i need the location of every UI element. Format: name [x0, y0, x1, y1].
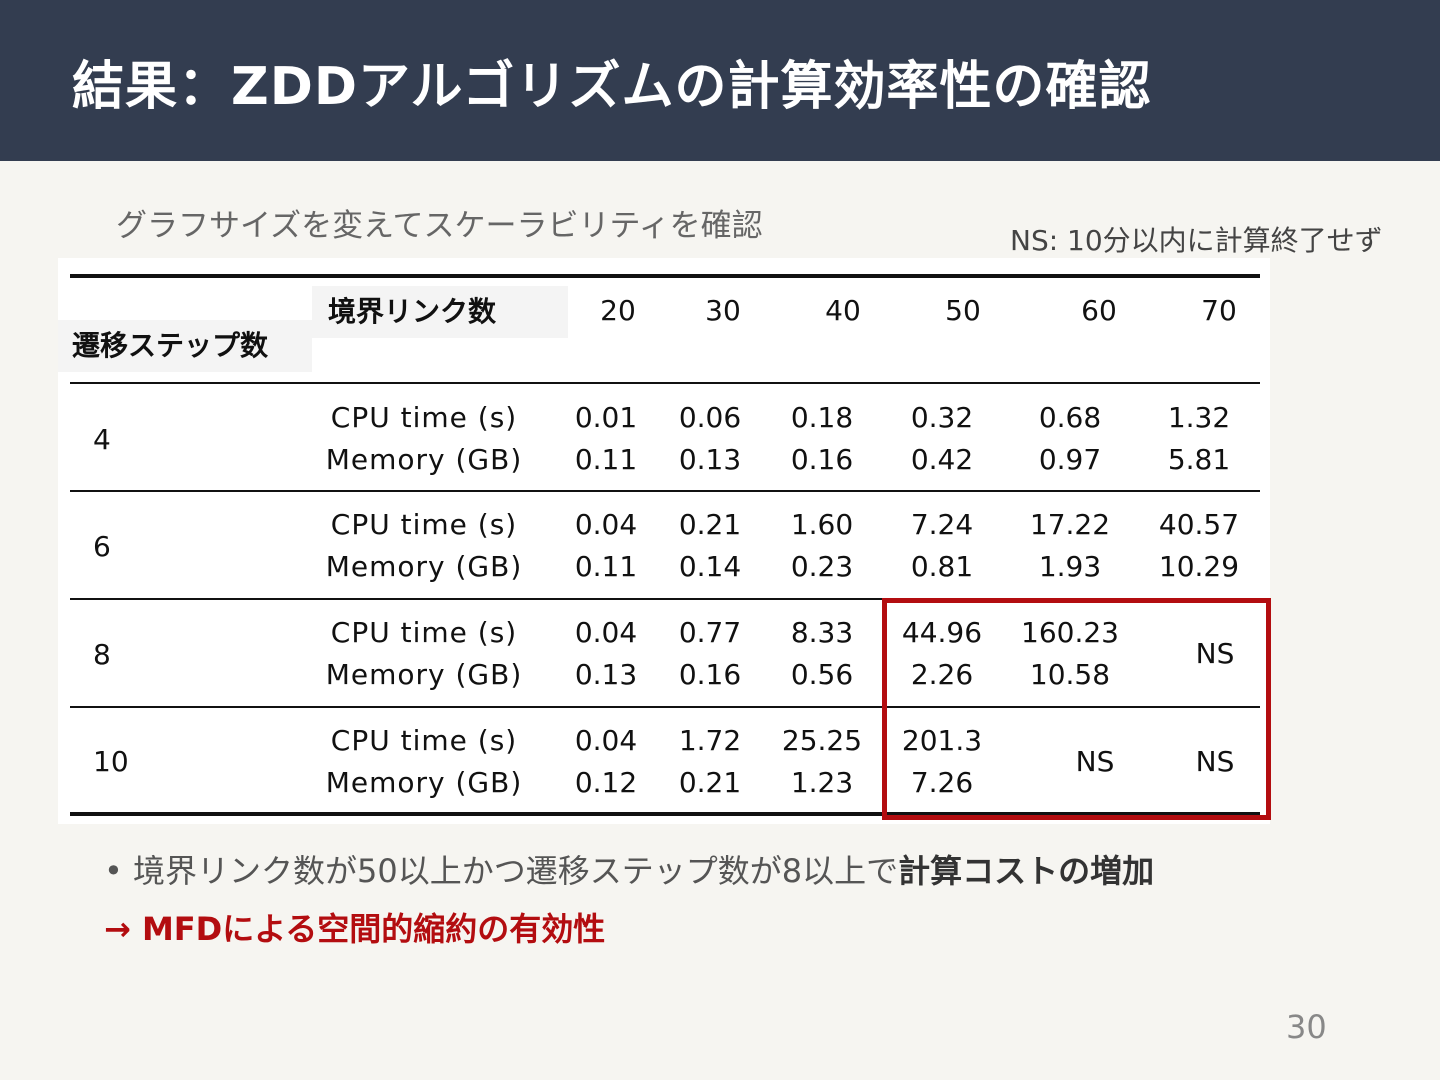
table-cell: 10.29	[1158, 550, 1240, 583]
table-bottom-rule	[70, 812, 1260, 816]
table-cell: 0.56	[790, 658, 854, 691]
table-cell: 0.16	[678, 658, 742, 691]
bullet-dot: •	[104, 852, 134, 890]
metric-mem-label: Memory (GB)	[325, 658, 523, 691]
table-cell: 0.23	[790, 550, 854, 583]
table-cell: 0.01	[574, 401, 638, 434]
slide-subtitle: グラフサイズを変えてスケーラビリティを確認	[116, 208, 763, 244]
table-cell: 0.11	[574, 443, 638, 476]
col-header-50: 50	[945, 294, 981, 327]
table-cell-ns: NS	[1195, 745, 1235, 778]
bullet-emphasis: 計算コストの増加	[898, 852, 1155, 890]
table-cell: 0.18	[790, 401, 854, 434]
title-bar: 結果：ZDDアルゴリズムの計算効率性の確認	[0, 0, 1440, 161]
col-header-70: 70	[1201, 294, 1237, 327]
table-cell: 0.04	[574, 508, 638, 541]
col-header-60: 60	[1081, 294, 1117, 327]
table-cell: 5.81	[1167, 443, 1231, 476]
table-cell: 17.22	[1029, 508, 1111, 541]
table-row-rule	[70, 706, 1260, 708]
metric-mem-label: Memory (GB)	[325, 443, 523, 476]
table-cell: 1.32	[1167, 401, 1231, 434]
table-cell: 0.13	[574, 658, 638, 691]
table-cell: 8.33	[790, 616, 854, 649]
table-cell: 25.25	[781, 724, 863, 757]
metric-cpu-label: CPU time (s)	[330, 401, 518, 434]
row-label-6: 6	[93, 530, 111, 563]
table-cell: 0.12	[574, 766, 638, 799]
page-number: 30	[1286, 1008, 1327, 1046]
table-cell: 0.97	[1038, 443, 1102, 476]
table-cell-ns: NS	[1075, 745, 1115, 778]
table-header-rule	[70, 382, 1260, 384]
table-row-rule	[70, 598, 1260, 600]
table-cell: 10.58	[1029, 658, 1111, 691]
col-header-30: 30	[705, 294, 741, 327]
table-cell: 7.24	[910, 508, 974, 541]
table-cell: 2.26	[910, 658, 974, 691]
metric-cpu-label: CPU time (s)	[330, 508, 518, 541]
table-cell: 0.16	[790, 443, 854, 476]
table-cell: 0.68	[1038, 401, 1102, 434]
table-cell: 7.26	[910, 766, 974, 799]
table-cell: 0.32	[910, 401, 974, 434]
metric-mem-label: Memory (GB)	[325, 550, 523, 583]
col-header-20: 20	[600, 294, 636, 327]
bullet-item: • 境界リンク数が50以上かつ遷移ステップ数が8以上で計算コストの増加	[104, 846, 1154, 892]
table-top-rule	[70, 274, 1260, 278]
table-cell-ns: NS	[1195, 637, 1235, 670]
table-cell: 1.72	[678, 724, 742, 757]
table-cell: 0.11	[574, 550, 638, 583]
col-header-label: 境界リンク数	[312, 286, 568, 338]
bullet-text: 境界リンク数が50以上かつ遷移ステップ数が8以上で	[133, 852, 899, 890]
table-cell: 0.14	[678, 550, 742, 583]
metric-mem-label: Memory (GB)	[325, 766, 523, 799]
table-cell: 40.57	[1158, 508, 1240, 541]
metric-cpu-label: CPU time (s)	[330, 616, 518, 649]
table-cell: 201.3	[901, 724, 983, 757]
row-label-10: 10	[93, 745, 129, 778]
row-label-4: 4	[93, 423, 111, 456]
row-label-8: 8	[93, 638, 111, 671]
table-cell: 0.04	[574, 724, 638, 757]
table-cell: 160.23	[1021, 616, 1119, 649]
table-cell: 44.96	[901, 616, 983, 649]
table-row-rule	[70, 490, 1260, 492]
table-cell: 0.77	[678, 616, 742, 649]
table-cell: 0.13	[678, 443, 742, 476]
table-cell: 1.93	[1038, 550, 1102, 583]
table-cell: 0.42	[910, 443, 974, 476]
ns-note: NS: 10分以内に計算終了せず	[1010, 224, 1383, 257]
table-cell: 1.60	[790, 508, 854, 541]
table-cell: 0.06	[678, 401, 742, 434]
table-cell: 0.04	[574, 616, 638, 649]
row-header-label: 遷移ステップ数	[58, 320, 312, 372]
table-cell: 0.21	[678, 766, 742, 799]
table-cell: 0.81	[910, 550, 974, 583]
conclusion-line: → MFDによる空間的縮約の有効性	[104, 910, 606, 948]
metric-cpu-label: CPU time (s)	[330, 724, 518, 757]
table-cell: 0.21	[678, 508, 742, 541]
col-header-40: 40	[825, 294, 861, 327]
table-cell: 1.23	[790, 766, 854, 799]
slide-title: 結果：ZDDアルゴリズムの計算効率性の確認	[72, 57, 1152, 117]
